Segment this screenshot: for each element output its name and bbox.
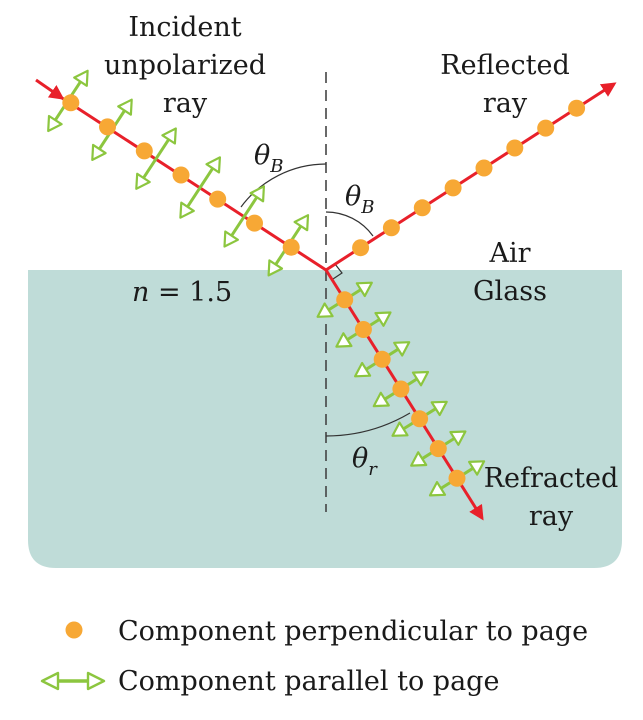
perpendicular-component-dot: [413, 199, 431, 217]
incident-label-line-2: unpolarized: [104, 50, 266, 81]
glass-label: Glass: [473, 276, 547, 307]
theta-b-incident-label: θB: [254, 140, 284, 177]
reflected-label-line-1: Reflected: [440, 50, 570, 81]
n-symbol: n: [132, 277, 149, 308]
legend-perpendicular-label: Component perpendicular to page: [118, 616, 588, 647]
reflected-ray: [325, 82, 617, 272]
perpendicular-component-dot: [392, 380, 410, 398]
perpendicular-component-dot: [448, 469, 466, 487]
parallel-component-arrow: [354, 341, 411, 378]
perpendicular-component-dot: [209, 190, 227, 208]
n-value: = 1.5: [149, 277, 232, 308]
perpendicular-component-dot: [99, 118, 116, 136]
theta-b-reflected-symbol: θ: [345, 181, 361, 212]
perpendicular-component-dot: [352, 239, 370, 257]
right-angle-marker: [332, 263, 343, 280]
legend-double-arrow-icon: [40, 671, 106, 691]
perpendicular-component-dot: [135, 142, 153, 160]
theta-b-reflected-arc: [325, 211, 374, 237]
parallel-component-arrow: [135, 127, 177, 190]
theta-b-reflected-subscript: B: [360, 197, 374, 218]
perpendicular-component-dot: [246, 214, 263, 232]
refracted-label-line-2: ray: [529, 501, 574, 532]
theta-r-symbol: θ: [352, 443, 368, 474]
refracted-perpendicular-components: [336, 291, 466, 487]
parallel-component-arrow: [223, 185, 265, 248]
legend-dot-icon: [65, 621, 83, 639]
parallel-component-arrow: [179, 156, 221, 219]
perpendicular-component-dot: [411, 410, 429, 428]
reflected-perpendicular-components: [352, 99, 586, 257]
incident-ray-tail: [35, 78, 65, 100]
perpendicular-component-dot: [429, 440, 447, 458]
theta-b-incident-arc: [240, 163, 327, 208]
glass-region: [28, 270, 622, 568]
parallel-component-arrow: [267, 214, 310, 277]
air-label: Air: [488, 238, 530, 269]
theta-b-incident-subscript: B: [269, 156, 283, 177]
theta-b-reflected-label: θB: [345, 181, 375, 218]
parallel-component-arrow: [372, 370, 430, 408]
perpendicular-component-dot: [444, 179, 462, 197]
refractive-index-label: n = 1.5: [132, 277, 232, 308]
perpendicular-component-dot: [475, 159, 493, 177]
refracted-label-line-1: Refracted: [484, 463, 619, 494]
perpendicular-component-dot: [282, 238, 300, 256]
perpendicular-component-dot: [568, 99, 586, 117]
incident-label-line-3: ray: [163, 88, 208, 119]
perpendicular-component-dot: [354, 321, 372, 338]
theta-b-incident-symbol: θ: [254, 140, 270, 171]
incident-label-line-1: Incident: [128, 12, 241, 43]
perpendicular-component-dot: [336, 291, 354, 309]
perpendicular-component-dot: [537, 119, 555, 137]
legend-parallel-label: Component parallel to page: [118, 666, 499, 697]
perpendicular-component-dot: [62, 94, 80, 112]
perpendicular-component-dot: [506, 139, 524, 157]
theta-r-arc: [325, 412, 411, 437]
theta-r-subscript: r: [368, 459, 378, 480]
perpendicular-component-dot: [373, 350, 391, 368]
theta-r-label: θr: [352, 443, 378, 480]
perpendicular-component-dot: [172, 166, 190, 184]
incident-perpendicular-components: [62, 94, 300, 256]
reflected-label-line-2: ray: [483, 88, 528, 119]
perpendicular-component-dot: [382, 219, 400, 237]
